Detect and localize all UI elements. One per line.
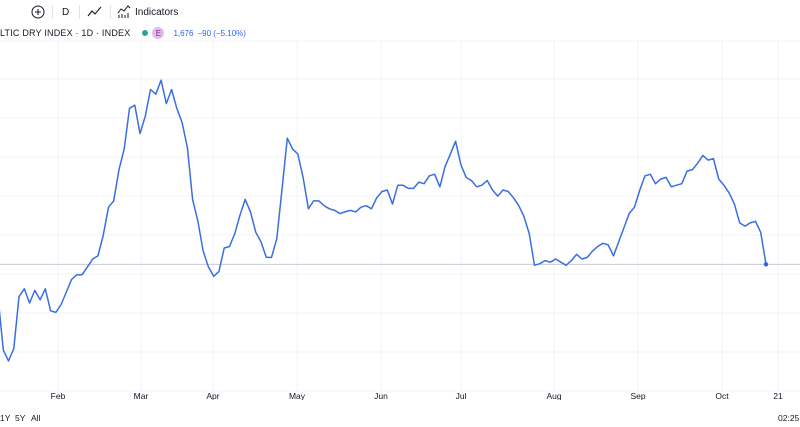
bottom-bar: 1Y 5Y All 02:25: [0,405,800,427]
series-line [0,79,767,362]
price-chart[interactable]: Feb Mar Apr May Jun Jul Aug Sep Oct 21 [0,0,800,400]
x-tick-label: Jul [456,391,467,400]
range-1y-button[interactable]: 1Y [0,413,11,423]
clock-readout: 02:25: [778,413,800,423]
interval-button[interactable]: D [62,6,70,18]
indicators-icon [117,5,131,18]
add-symbol-button[interactable] [30,3,46,21]
range-5y-button[interactable]: 5Y [15,413,26,423]
last-value: 1,676 [173,28,194,38]
market-status-dot [142,30,149,36]
x-axis-ticks: Feb Mar Apr May Jun Jul Aug Sep Oct 21 [51,391,783,400]
events-badge[interactable]: E [152,27,165,39]
toolbar-divider [110,5,111,19]
line-chart-icon [87,6,102,17]
chart-grid [0,40,800,392]
x-tick-label: May [289,391,306,400]
change-value: −90 (−5.10%) [197,28,246,38]
chart-type-button[interactable] [86,3,104,21]
series-legend: LTIC DRY INDEX · 1D · INDEX E 1,676 −90 … [0,26,246,40]
x-tick-label: Apr [206,391,219,400]
last-point-dot [763,262,769,267]
range-all-button[interactable]: All [31,413,41,423]
toolbar-divider [79,5,80,19]
x-tick-label: Oct [715,391,729,400]
x-tick-label: Jun [374,391,388,400]
indicators-label: Indicators [135,6,179,18]
x-tick-label: Sep [630,391,645,400]
toolbar-divider [52,5,53,19]
indicators-button[interactable]: Indicators [116,3,178,21]
x-tick-label: Feb [51,391,66,400]
top-toolbar: D Indicators [0,0,800,24]
plus-circle-icon [31,5,45,19]
symbol-title[interactable]: LTIC DRY INDEX · 1D · INDEX [0,28,131,38]
x-tick-label: 21 [773,391,783,400]
x-tick-label: Aug [546,391,561,400]
x-tick-label: Mar [134,391,149,400]
